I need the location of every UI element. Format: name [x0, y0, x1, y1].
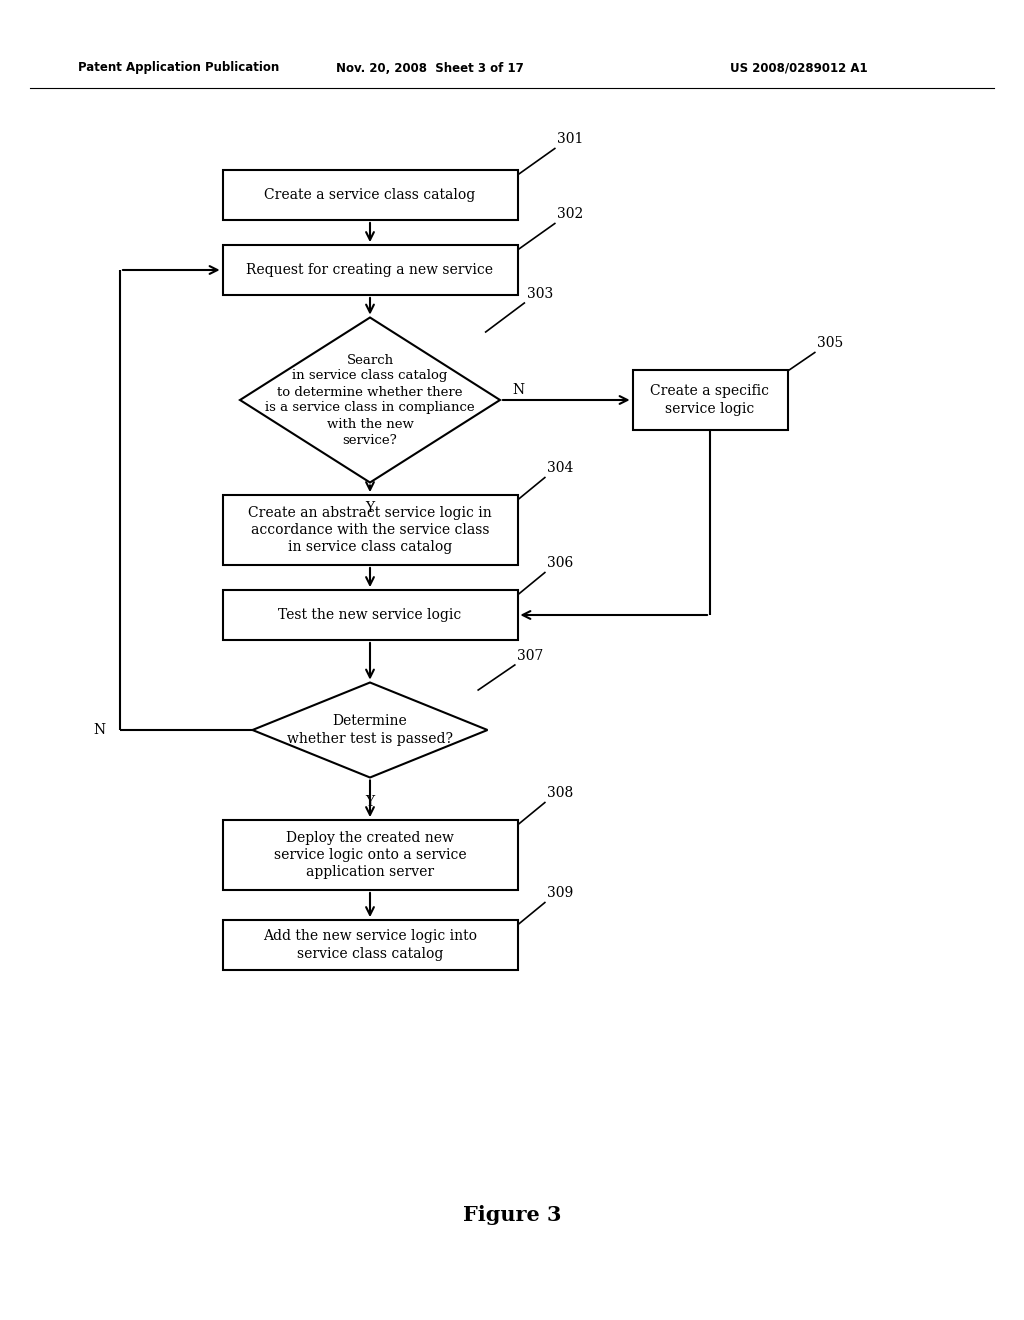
Text: Create an abstract service logic in
accordance with the service class
in service: Create an abstract service logic in acco… — [248, 506, 492, 554]
Text: Test the new service logic: Test the new service logic — [279, 609, 462, 622]
Text: Create a specific
service logic: Create a specific service logic — [650, 384, 769, 416]
Text: 307: 307 — [517, 648, 544, 663]
Text: 306: 306 — [548, 556, 573, 570]
Polygon shape — [253, 682, 487, 777]
Text: Search
in service class catalog
to determine whether there
is a service class in: Search in service class catalog to deter… — [265, 354, 475, 446]
Text: N: N — [512, 383, 524, 397]
Bar — [222, 920, 517, 970]
Bar — [222, 495, 517, 565]
Text: 304: 304 — [548, 461, 573, 475]
Text: 305: 305 — [817, 337, 844, 350]
Bar — [222, 590, 517, 640]
Text: Y: Y — [366, 500, 375, 515]
Text: 309: 309 — [548, 886, 573, 900]
Polygon shape — [240, 318, 500, 483]
Text: 308: 308 — [548, 785, 573, 800]
Text: N: N — [93, 723, 105, 737]
Text: Request for creating a new service: Request for creating a new service — [247, 263, 494, 277]
Bar — [222, 246, 517, 294]
Text: 301: 301 — [557, 132, 584, 147]
Text: Create a service class catalog: Create a service class catalog — [264, 187, 475, 202]
Text: Nov. 20, 2008  Sheet 3 of 17: Nov. 20, 2008 Sheet 3 of 17 — [336, 62, 524, 74]
Bar — [222, 170, 517, 220]
Text: 302: 302 — [557, 207, 584, 220]
Text: Determine
whether test is passed?: Determine whether test is passed? — [287, 714, 453, 746]
Text: US 2008/0289012 A1: US 2008/0289012 A1 — [730, 62, 867, 74]
Text: Patent Application Publication: Patent Application Publication — [78, 62, 280, 74]
Text: Add the new service logic into
service class catalog: Add the new service logic into service c… — [263, 929, 477, 961]
Text: 303: 303 — [527, 286, 553, 301]
Text: Y: Y — [366, 796, 375, 809]
Bar — [222, 820, 517, 890]
Bar — [633, 370, 787, 430]
Text: Figure 3: Figure 3 — [463, 1205, 561, 1225]
Text: Deploy the created new
service logic onto a service
application server: Deploy the created new service logic ont… — [273, 830, 466, 879]
